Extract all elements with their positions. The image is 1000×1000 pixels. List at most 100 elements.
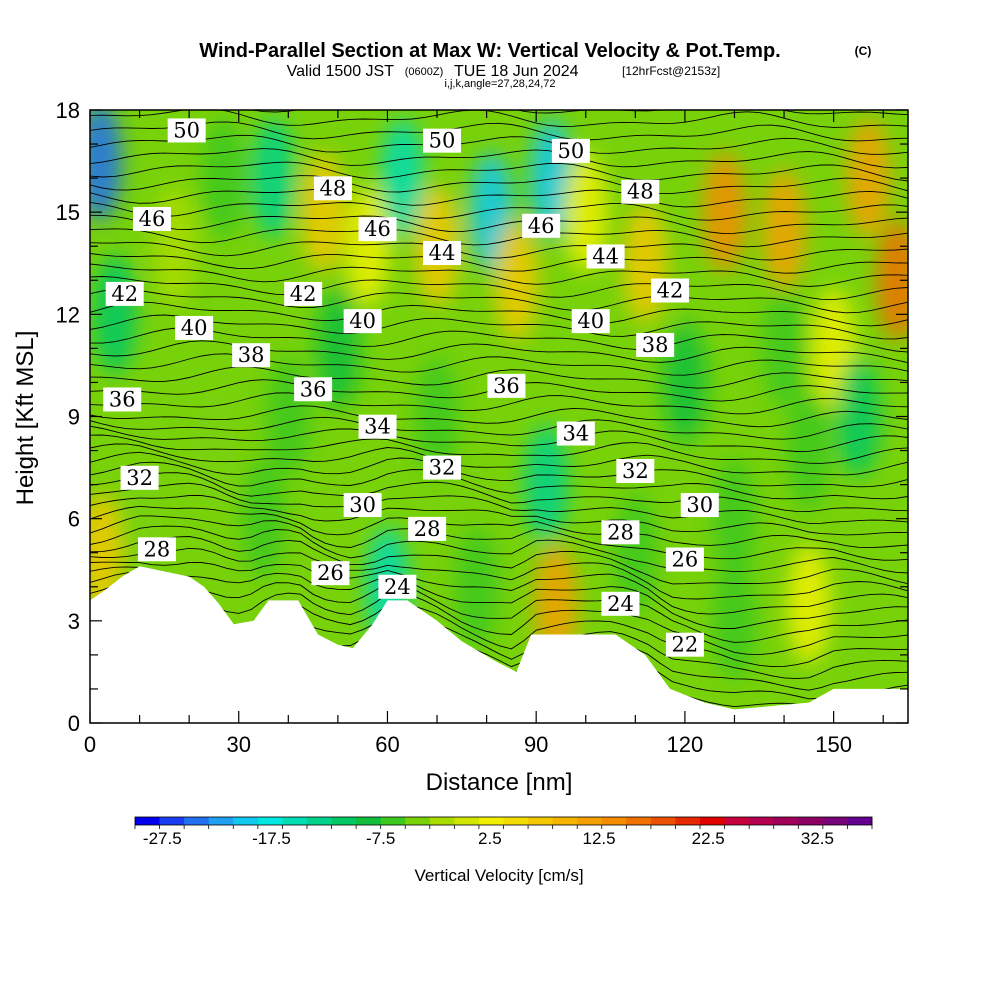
contour-label-box	[522, 213, 561, 238]
contour-label-text: 36	[493, 374, 520, 398]
contour-label-text: 38	[238, 343, 265, 367]
contour-label-26: 26	[665, 547, 704, 572]
theta-contour-38	[90, 214, 908, 234]
velocity-feature-30	[786, 543, 831, 664]
contour-label-text: 46	[528, 214, 555, 238]
contour-label-box	[680, 493, 719, 518]
colorbar-tick-label: 2.5	[478, 829, 502, 848]
theta-contour-29	[90, 327, 908, 353]
colorbar-tick-label: -17.5	[252, 829, 291, 848]
contour-label-text: 50	[429, 129, 456, 153]
colorbar-swatch	[159, 817, 185, 825]
velocity-feature-14	[702, 152, 747, 273]
colorbar-swatch	[184, 817, 210, 825]
velocity-feature-37	[712, 458, 757, 579]
x-tick-label: 150	[815, 732, 852, 757]
contour-label-text: 30	[349, 493, 376, 517]
contour-label-box	[137, 537, 176, 562]
contour-label-42: 42	[105, 281, 144, 306]
theta-contour-43	[90, 148, 908, 169]
theta-contour-36	[90, 241, 908, 261]
x-axis-label: Distance [nm]	[426, 769, 573, 796]
y-tick-label: 18	[56, 98, 80, 123]
contour-label-box	[132, 206, 171, 231]
contour-label-box	[343, 309, 382, 334]
theta-contour-34	[90, 263, 908, 287]
theta-contour-10	[90, 536, 908, 585]
velocity-feature-28	[534, 543, 579, 664]
contour-label-box	[358, 414, 397, 439]
colorbar-swatch	[724, 817, 750, 825]
colorbar-swatch	[233, 817, 259, 825]
contour-label-36: 36	[487, 373, 526, 398]
contour-label-box	[601, 591, 640, 616]
contour-label-36: 36	[294, 377, 333, 402]
y-tick-label: 3	[68, 609, 80, 634]
contour-label-text: 32	[622, 459, 649, 483]
contour-label-40: 40	[175, 315, 214, 340]
velocity-feature-0	[90, 110, 122, 222]
colorbar-swatch	[601, 817, 627, 825]
contour-label-42: 42	[284, 281, 323, 306]
contour-label-box	[422, 128, 461, 153]
colorbar: -27.5 -17.5 -7.5 2.5 12.5 22.5 32.5	[134, 816, 873, 848]
contour-label-box	[422, 455, 461, 480]
contour-labels: 50 48 46 46 44 42 42 40 40 38 36 36 34 32 32 30 28 28 26 24…	[103, 118, 719, 657]
velocity-feature-26	[90, 492, 122, 613]
contour-label-box	[284, 281, 323, 306]
contour-label-text: 48	[320, 176, 347, 200]
contour-label-38: 38	[232, 343, 271, 368]
plot-area: 50 48 46 46 44 42 42 40 40 38 36 36 34 32 32 30 28 28 26 24…	[90, 110, 908, 723]
contour-label-28: 28	[601, 520, 640, 545]
theta-contour-45	[90, 121, 908, 142]
contour-label-box	[651, 278, 690, 303]
theta-contour-32	[90, 288, 908, 314]
contour-label-text: 42	[290, 282, 317, 306]
contour-label-box	[621, 179, 660, 204]
colorbar-swatch	[405, 817, 431, 825]
contour-label-box	[105, 281, 144, 306]
contour-label-text: 32	[126, 466, 153, 490]
contour-label-24: 24	[378, 574, 417, 599]
velocity-feature-13	[623, 203, 668, 324]
theta-contour-31	[90, 301, 908, 327]
colorbar-swatch	[380, 817, 406, 825]
y-tick-label: 6	[68, 507, 80, 532]
contour-label-46: 46	[358, 217, 397, 242]
contour-label-box	[636, 332, 675, 357]
colorbar-label: Vertical Velocity [cm/s]	[414, 866, 583, 885]
contour-label-34: 34	[358, 414, 397, 439]
colorbar-swatch	[454, 817, 480, 825]
velocity-feature-36	[762, 288, 807, 409]
contour-label-text: 50	[173, 118, 200, 142]
contour-label-36: 36	[103, 387, 142, 412]
contour-label-text: 40	[349, 309, 376, 333]
copyright-mark: (C)	[855, 44, 872, 58]
colorbar-swatch	[331, 817, 357, 825]
contour-label-48: 48	[313, 176, 352, 201]
contour-label-box	[358, 217, 397, 242]
y-tick-label: 12	[56, 302, 80, 327]
theta-contour-5	[90, 578, 908, 656]
theta-contour-6	[90, 571, 908, 643]
contour-label-text: 24	[384, 575, 411, 599]
theta-contour-39	[90, 201, 908, 221]
contour-label-text: 40	[181, 316, 208, 340]
contour-label-text: 50	[558, 139, 585, 163]
contour-label-text: 24	[607, 592, 634, 616]
contour-label-44: 44	[422, 241, 461, 266]
contour-label-text: 44	[592, 244, 619, 268]
contour-label-box	[601, 520, 640, 545]
contour-label-text: 30	[686, 493, 713, 517]
velocity-feature-22	[524, 424, 569, 545]
colorbar-tick-label: 32.5	[801, 829, 834, 848]
contour-label-text: 28	[607, 520, 634, 544]
colorbar-swatch	[773, 817, 799, 825]
contour-label-box	[167, 118, 206, 143]
colorbar-swatch	[306, 817, 332, 825]
valid-time-utc: (0600Z)	[405, 66, 444, 78]
velocity-feature-21	[786, 390, 831, 511]
velocity-feature-12	[563, 152, 608, 273]
